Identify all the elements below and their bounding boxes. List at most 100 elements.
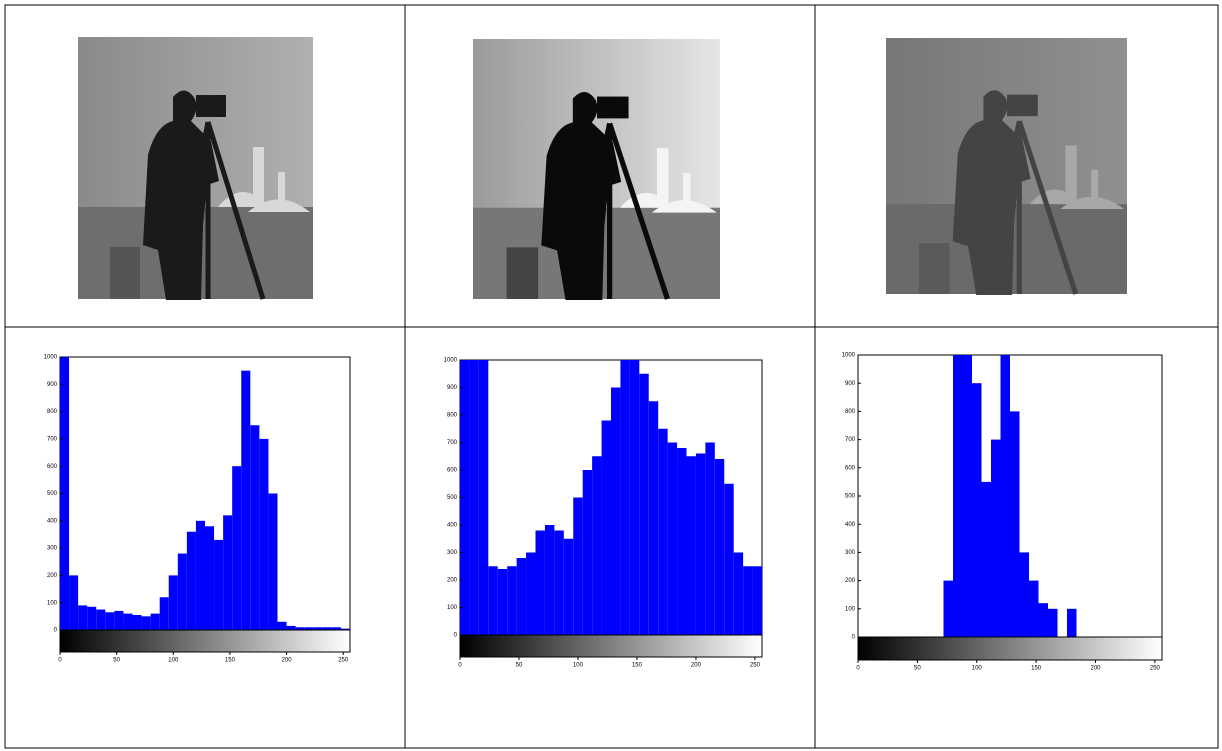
bar	[133, 615, 142, 630]
legs	[110, 247, 140, 299]
x-tick-label: 50	[914, 666, 921, 672]
x-tick-label: 50	[113, 658, 120, 664]
bar	[753, 566, 762, 635]
camera	[1007, 95, 1038, 116]
bar	[232, 466, 241, 630]
y-tick-label: 0	[454, 633, 458, 639]
y-tick-label: 0	[852, 635, 856, 641]
y-tick-label: 200	[447, 578, 458, 584]
camera	[196, 95, 226, 117]
y-tick-label: 500	[845, 494, 856, 500]
y-tick-label: 100	[845, 606, 856, 612]
bar	[1010, 411, 1020, 637]
y-tick-label: 800	[845, 409, 856, 415]
bar	[223, 515, 232, 630]
bar	[963, 355, 973, 637]
y-tick-label: 1000	[842, 353, 856, 359]
x-tick-label: 100	[573, 663, 584, 669]
y-tick-label: 400	[447, 523, 458, 529]
x-tick-label: 50	[516, 663, 523, 669]
bar	[743, 566, 752, 635]
bar	[1067, 609, 1077, 637]
bar	[705, 443, 714, 636]
bar	[573, 498, 582, 636]
bar	[268, 494, 277, 631]
bar	[715, 459, 724, 635]
bar	[469, 360, 478, 635]
bar	[545, 525, 554, 635]
bar	[991, 440, 1001, 637]
photo	[78, 37, 313, 300]
y-tick-label: 300	[47, 546, 58, 552]
x-tick-label: 0	[458, 663, 462, 669]
colorbar	[858, 637, 1162, 660]
y-tick-label: 900	[47, 382, 58, 388]
y-tick-label: 500	[47, 491, 58, 497]
y-tick-label: 200	[845, 578, 856, 584]
bar	[611, 388, 620, 636]
bar	[479, 360, 488, 635]
bar	[1020, 552, 1030, 637]
y-tick-label: 800	[47, 409, 58, 415]
legs	[507, 247, 539, 299]
x-tick-label: 0	[58, 658, 62, 664]
bar	[972, 383, 982, 637]
bar	[105, 612, 114, 630]
bar	[583, 470, 592, 635]
y-tick-label: 900	[845, 381, 856, 387]
y-tick-label: 300	[845, 550, 856, 556]
bar	[639, 374, 648, 635]
bar	[1039, 603, 1049, 637]
bar	[142, 616, 151, 630]
y-tick-label: 700	[845, 437, 856, 443]
y-tick-label: 700	[47, 436, 58, 442]
bar	[944, 581, 954, 637]
bar	[87, 607, 96, 630]
y-tick-label: 1000	[444, 358, 458, 364]
bar	[205, 526, 214, 630]
camera	[597, 97, 629, 119]
bar	[123, 614, 132, 630]
bar	[96, 610, 105, 630]
bar	[498, 569, 507, 635]
bar	[278, 622, 287, 630]
bar	[554, 531, 563, 636]
bar	[250, 425, 259, 630]
x-tick-label: 150	[1031, 666, 1042, 672]
bar	[649, 401, 658, 635]
bar	[724, 484, 733, 635]
y-tick-label: 600	[447, 468, 458, 474]
bar	[241, 371, 250, 630]
bar	[151, 614, 160, 630]
bar	[953, 355, 963, 637]
y-tick-label: 0	[54, 628, 58, 634]
bar	[620, 360, 629, 635]
y-tick-label: 600	[47, 464, 58, 470]
bar	[696, 454, 705, 636]
bar	[602, 421, 611, 636]
y-tick-label: 100	[447, 605, 458, 611]
bar	[178, 554, 187, 630]
y-tick-label: 600	[845, 465, 856, 471]
y-tick-label: 400	[47, 518, 58, 524]
x-tick-label: 100	[168, 658, 179, 664]
bar	[536, 531, 545, 636]
bar	[630, 360, 639, 635]
x-tick-label: 0	[856, 666, 860, 672]
bar	[169, 575, 178, 630]
bar	[526, 553, 535, 636]
bar	[564, 539, 573, 635]
bar	[1048, 609, 1058, 637]
x-tick-label: 150	[632, 663, 643, 669]
photo	[473, 39, 720, 300]
bar	[668, 443, 677, 636]
x-tick-label: 250	[1150, 666, 1161, 672]
x-tick-label: 100	[972, 666, 983, 672]
photo	[886, 38, 1127, 295]
colorbar	[460, 635, 762, 657]
x-tick-label: 150	[225, 658, 236, 664]
bar	[78, 605, 87, 630]
bar	[69, 575, 78, 630]
y-tick-label: 300	[447, 550, 458, 556]
y-tick-label: 200	[47, 573, 58, 579]
